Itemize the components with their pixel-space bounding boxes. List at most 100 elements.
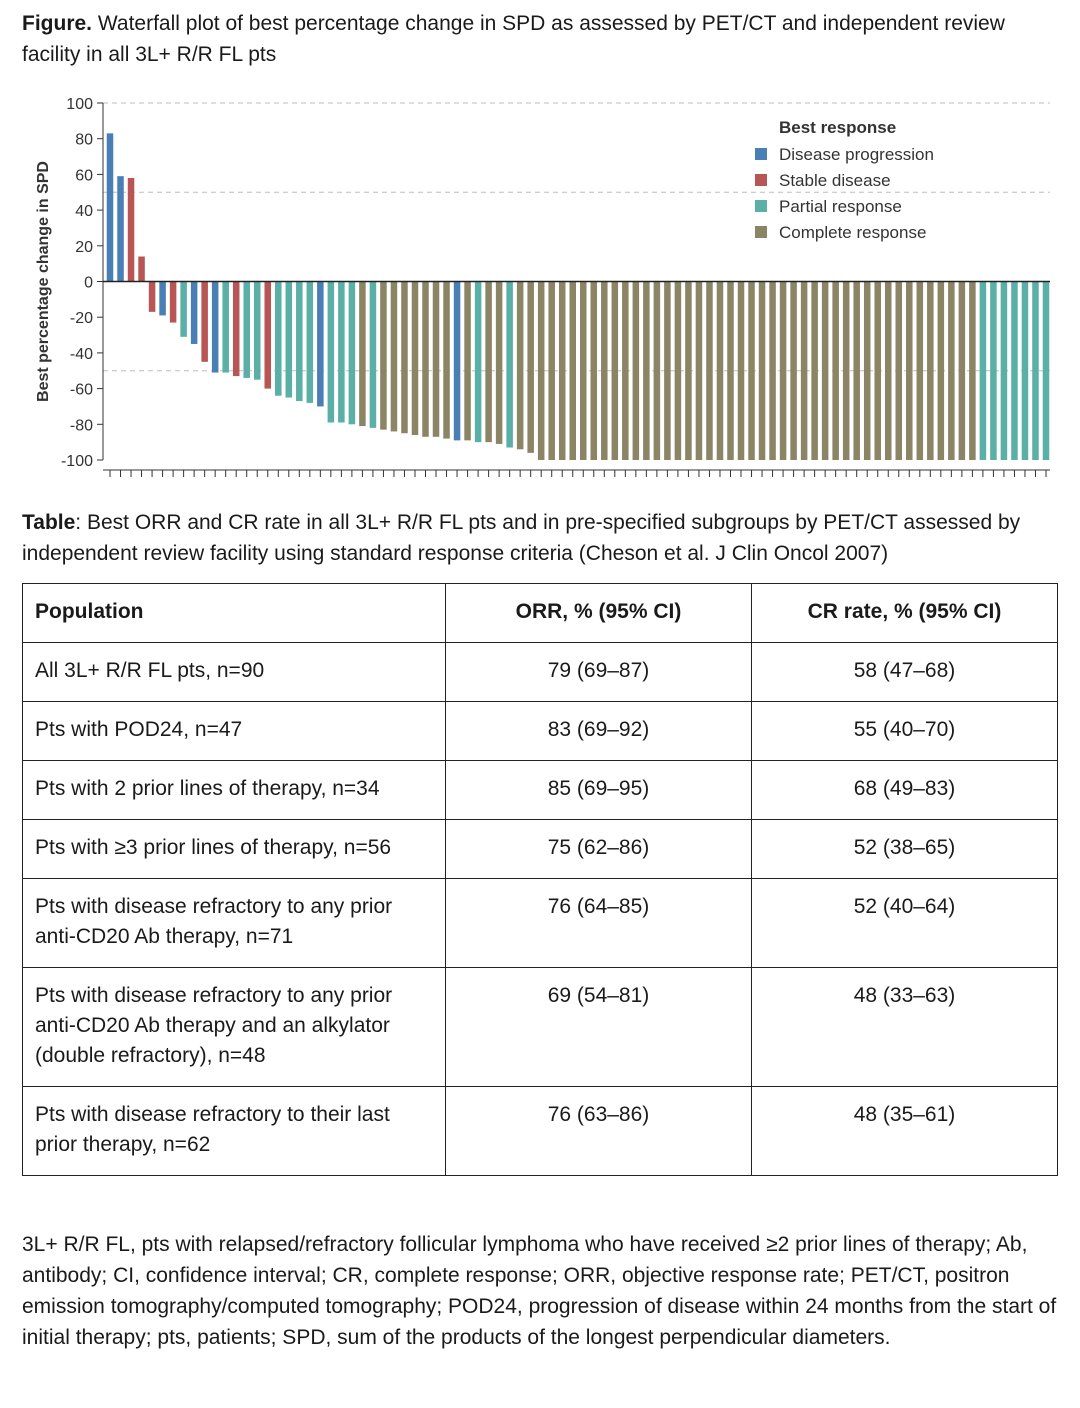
bar	[464, 281, 471, 441]
bar	[264, 281, 272, 389]
cell-population: Pts with disease refractory to their las…	[22, 1086, 446, 1176]
bar	[527, 281, 534, 453]
legend-swatch	[755, 148, 767, 160]
bar	[275, 281, 282, 396]
table-caption: Table: Best ORR and CR rate in all 3L+ R…	[22, 507, 1062, 569]
y-tick-label: 100	[66, 96, 93, 113]
bar	[622, 281, 629, 460]
legend-label: Partial response	[779, 197, 902, 216]
y-tick-label: 40	[75, 203, 93, 220]
y-tick-label: 0	[84, 275, 93, 292]
bar	[411, 281, 419, 436]
cell-population: Pts with ≥3 prior lines of therapy, n=56	[22, 819, 446, 879]
bar	[138, 256, 145, 282]
bar	[674, 281, 682, 460]
header-cr-rate: CR rate, % (95% CI)	[751, 583, 1058, 643]
bar	[253, 281, 261, 380]
legend-swatch	[755, 174, 767, 186]
table-caption-text: : Best ORR and CR rate in all 3L+ R/R FL…	[22, 511, 1021, 565]
bar	[895, 281, 903, 460]
legend-title: Best response	[779, 118, 896, 137]
axis-layer: 100 80 60 40 20 0 -20 -40 -60 -80 -100 Best percent…	[35, 96, 1050, 477]
figure-caption-text: Waterfall plot of best percentage change…	[22, 12, 1005, 66]
table-row: Pts with disease refractory to their las…	[22, 1086, 1058, 1176]
bar	[874, 281, 881, 460]
bar	[863, 281, 871, 460]
bar	[558, 281, 566, 460]
bar	[737, 281, 745, 460]
bar	[853, 281, 860, 460]
bar	[990, 281, 997, 460]
bar	[348, 281, 356, 425]
y-axis-label: Best percentage change in SPD	[35, 161, 52, 402]
y-tick-label: -40	[70, 346, 93, 363]
bar	[317, 281, 324, 407]
bar	[842, 281, 850, 460]
table-header-row: Population ORR, % (95% CI) CR rate, % (9…	[22, 583, 1058, 643]
bar	[432, 281, 440, 437]
bar	[422, 281, 429, 437]
table-row: Pts with 2 prior lines of therapy, n=34 …	[22, 760, 1058, 820]
cell-orr: 69 (54–81)	[445, 967, 752, 1087]
bar	[106, 133, 114, 282]
legend-label: Stable disease	[779, 171, 891, 190]
table-row: Pts with ≥3 prior lines of therapy, n=56…	[22, 819, 1058, 879]
table-row: Pts with disease refractory to any prior…	[22, 878, 1058, 968]
bar	[969, 281, 976, 460]
bar	[948, 281, 955, 460]
bar	[148, 281, 156, 312]
bar	[695, 281, 703, 460]
cell-orr: 83 (69–92)	[445, 701, 752, 761]
table-label: Table	[22, 511, 76, 534]
bar	[516, 281, 524, 450]
table-row: Pts with POD24, n=47 83 (69–92) 55 (40–7…	[22, 701, 1058, 761]
y-tick-label: -80	[70, 417, 93, 434]
waterfall-chart: 100 80 60 40 20 0 -20 -40 -60 -80 -100 Best percent…	[35, 96, 1050, 477]
bar	[916, 281, 924, 460]
bar	[159, 281, 166, 316]
bar	[601, 281, 608, 460]
bar	[1032, 281, 1039, 460]
bar	[548, 281, 555, 460]
response-table: Population ORR, % (95% CI) CR rate, % (9…	[22, 583, 1058, 1176]
cell-population: Pts with 2 prior lines of therapy, n=34	[22, 760, 446, 820]
bar	[927, 281, 934, 460]
bar	[369, 281, 377, 428]
cell-orr: 76 (64–85)	[445, 878, 752, 968]
y-tick-label: 20	[75, 239, 93, 256]
cell-cr-rate: 48 (33–63)	[751, 967, 1058, 1087]
bar	[222, 281, 229, 373]
cell-cr-rate: 52 (40–64)	[751, 878, 1058, 968]
bar	[685, 281, 692, 460]
cell-orr: 75 (62–86)	[445, 819, 752, 879]
bar	[758, 281, 766, 460]
bar	[169, 281, 177, 323]
footnote: 3L+ R/R FL, pts with relapsed/refractory…	[22, 1233, 1057, 1349]
bar	[506, 281, 513, 448]
bar	[800, 281, 808, 460]
bar	[821, 281, 829, 460]
bar	[643, 281, 650, 460]
bar	[611, 281, 619, 460]
bar	[232, 281, 240, 377]
bar	[537, 281, 545, 460]
cell-population: All 3L+ R/R FL pts, n=90	[22, 642, 446, 702]
y-tick-label: 80	[75, 132, 93, 149]
bar	[190, 281, 198, 344]
bar	[485, 281, 492, 443]
y-tick-label: -20	[70, 310, 93, 327]
y-tick-label: 60	[75, 167, 93, 184]
bar	[832, 281, 839, 460]
bar	[811, 281, 818, 460]
legend-swatch	[755, 200, 767, 212]
cell-cr-rate: 52 (38–65)	[751, 819, 1058, 879]
bar	[296, 281, 303, 402]
bar	[117, 176, 124, 282]
legend-label: Complete response	[779, 223, 926, 242]
bar	[958, 281, 966, 460]
bar	[1000, 281, 1008, 460]
bar	[443, 281, 450, 439]
bar	[453, 281, 461, 441]
bar	[380, 281, 387, 430]
bar	[790, 281, 797, 460]
